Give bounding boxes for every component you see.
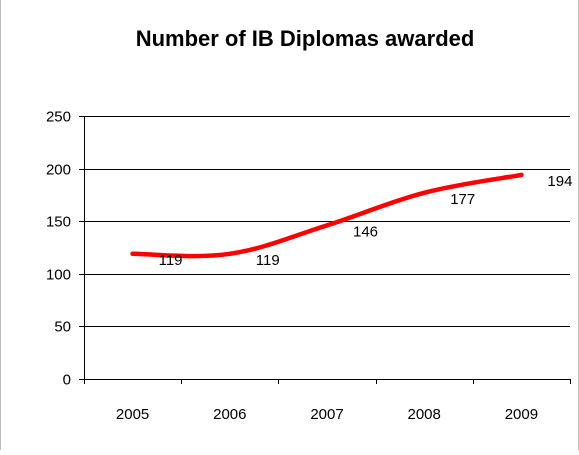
x-tick-label-2006: 2006 (213, 406, 246, 423)
y-tick-label-150: 150 (46, 214, 71, 231)
series (130, 172, 524, 259)
x-axis-tick-labels: 2005 2006 2007 2008 2009 (116, 406, 538, 423)
data-label-2005: 119 (159, 252, 183, 269)
data-point-2005 (130, 251, 135, 257)
data-point-2009 (519, 172, 524, 178)
chart-title: Number of IB Diplomas awarded (136, 26, 475, 51)
data-point-2006 (227, 251, 232, 257)
y-tick-label-100: 100 (46, 267, 71, 284)
x-tick-label-2009: 2009 (505, 406, 538, 423)
data-label-2007: 146 (353, 223, 378, 240)
data-point-2008 (422, 190, 427, 195)
x-tick-label-2007: 2007 (310, 406, 343, 423)
y-tick-label-50: 50 (54, 319, 71, 336)
y-axis-tick-labels: 0 50 100 150 200 250 (46, 109, 71, 389)
axes (79, 116, 571, 384)
y-tick-label-250: 250 (46, 109, 71, 126)
data-point-2007 (324, 223, 330, 228)
x-tick-label-2008: 2008 (408, 406, 441, 423)
data-labels: 119 119 146 177 194 (159, 173, 573, 269)
data-label-2008: 177 (450, 191, 475, 208)
y-tick-label-0: 0 (63, 372, 71, 389)
series-line (130, 172, 524, 259)
data-label-2006: 119 (256, 252, 280, 269)
y-tick-label-200: 200 (46, 162, 71, 179)
data-label-2009: 194 (547, 173, 572, 190)
x-tick-label-2005: 2005 (116, 406, 149, 423)
gridlines (84, 116, 570, 327)
